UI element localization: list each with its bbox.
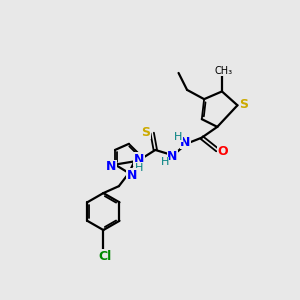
Text: Cl: Cl	[98, 250, 112, 263]
Text: N: N	[180, 136, 191, 149]
Text: S: S	[142, 126, 151, 139]
Text: N: N	[106, 160, 116, 173]
Text: N: N	[167, 150, 178, 164]
Text: H: H	[174, 132, 182, 142]
Text: N: N	[134, 153, 144, 166]
Text: H: H	[160, 157, 169, 167]
Text: CH₃: CH₃	[214, 66, 232, 76]
Text: S: S	[239, 98, 248, 111]
Text: N: N	[127, 169, 137, 182]
Text: O: O	[218, 145, 228, 158]
Text: H: H	[135, 163, 143, 173]
